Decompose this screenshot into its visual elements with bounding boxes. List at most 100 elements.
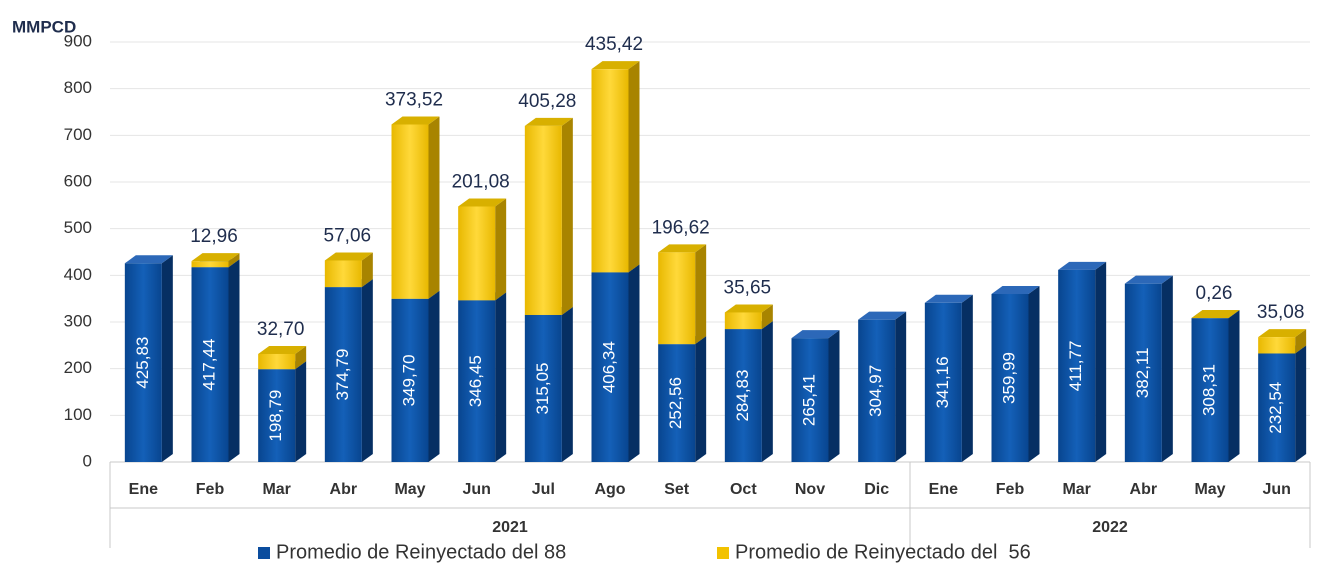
y-tick-label: 300 (64, 311, 92, 330)
value-label: 382,11 (1133, 347, 1152, 398)
value-label: 359,99 (999, 352, 1018, 404)
value-label: 57,06 (324, 225, 372, 246)
x-tick-label: Ene (929, 481, 958, 498)
y-tick-label: 700 (64, 125, 92, 144)
bar-segment (725, 304, 773, 329)
bar-front (658, 252, 695, 344)
bar-side (629, 264, 640, 462)
bar-side (429, 291, 440, 462)
bar-side (629, 61, 640, 272)
bar-side (695, 336, 706, 462)
x-tick-label: Set (664, 481, 690, 498)
value-label: 198,79 (266, 390, 285, 442)
bar-segment (658, 244, 706, 344)
y-tick-label: 0 (83, 451, 92, 470)
y-tick-label: 400 (64, 265, 92, 284)
value-label: 12,96 (190, 226, 238, 247)
x-tick-label: May (394, 481, 425, 498)
value-label: 252,56 (666, 377, 685, 429)
value-label: 315,05 (533, 362, 552, 414)
bar-front (458, 206, 495, 300)
y-tick-label: 900 (64, 31, 92, 50)
bar-front (525, 126, 562, 315)
bar-side (295, 361, 306, 462)
bar-front (392, 124, 429, 298)
bar-side (762, 321, 773, 462)
bar-side (962, 295, 973, 462)
bar-side (1162, 276, 1173, 462)
y-tick-label: 100 (64, 405, 92, 424)
x-tick-label: Mar (1062, 481, 1090, 498)
bar-front (258, 354, 295, 369)
x-tick-label: Feb (196, 481, 225, 498)
value-label: 265,41 (799, 374, 818, 426)
group-label: 2021 (492, 519, 528, 536)
bar-segment (1258, 329, 1306, 353)
bar-side (562, 307, 573, 462)
legend-swatch (717, 547, 729, 559)
legend-label: Promedio de Reinyectado del 88 (276, 541, 566, 563)
bar-side (229, 259, 240, 462)
bar-segment (525, 118, 573, 315)
value-label: 32,70 (257, 319, 305, 340)
bar-side (695, 244, 706, 344)
x-tick-label: Abr (1130, 481, 1158, 498)
x-tick-label: May (1194, 481, 1225, 498)
x-tick-label: Jun (462, 481, 490, 498)
bar-side (429, 116, 440, 298)
value-label: 406,34 (599, 341, 618, 393)
bar-front (592, 69, 629, 272)
bar-front (725, 312, 762, 329)
value-label: 349,70 (399, 354, 418, 406)
value-label: 196,62 (652, 217, 710, 238)
x-tick-label: Dic (864, 481, 889, 498)
value-label: 232,54 (1266, 382, 1285, 434)
bar-side (495, 198, 506, 300)
bar-side (1229, 310, 1240, 462)
x-tick-label: Ene (129, 481, 158, 498)
bar-segment (592, 61, 640, 272)
legend-swatch (258, 547, 270, 559)
bar-front (192, 261, 229, 267)
value-label: 374,79 (333, 349, 352, 401)
value-label: 435,42 (585, 34, 643, 55)
x-tick-label: Mar (262, 481, 290, 498)
bar-front (1258, 337, 1295, 353)
bar-side (1095, 262, 1106, 462)
bar-segment (325, 252, 373, 287)
value-label: 425,83 (133, 337, 152, 389)
value-label: 0,26 (1196, 283, 1233, 304)
bar-front (325, 260, 362, 287)
bar-side (362, 279, 373, 462)
bar-side (495, 292, 506, 462)
x-tick-label: Abr (330, 481, 358, 498)
x-tick-label: Jun (1262, 481, 1290, 498)
value-label: 341,16 (933, 356, 952, 408)
value-label: 308,31 (1199, 364, 1218, 416)
bar-segment (458, 198, 506, 300)
bar-segment (392, 116, 440, 298)
value-label: 201,08 (452, 172, 510, 193)
value-label: 411,77 (1066, 341, 1085, 392)
legend-label: Promedio de Reinyectado del 56 (735, 541, 1031, 563)
bar-side (162, 255, 173, 462)
value-label: 284,83 (733, 370, 752, 422)
x-tick-label: Feb (996, 481, 1025, 498)
bar-side (1029, 286, 1040, 462)
y-tick-label: 500 (64, 218, 92, 237)
x-tick-label: Jul (532, 481, 555, 498)
value-label: 35,65 (724, 277, 772, 298)
value-label: 405,28 (518, 91, 576, 112)
bar-side (895, 312, 906, 462)
value-label: 35,08 (1257, 302, 1305, 323)
group-label: 2022 (1092, 519, 1128, 536)
bar-side (562, 118, 573, 315)
value-label: 373,52 (385, 90, 443, 111)
y-tick-label: 200 (64, 358, 92, 377)
y-tick-label: 800 (64, 78, 92, 97)
x-tick-label: Oct (730, 481, 757, 498)
x-tick-label: Ago (594, 481, 625, 498)
value-label: 304,97 (866, 365, 885, 417)
bar-side (1295, 345, 1306, 462)
